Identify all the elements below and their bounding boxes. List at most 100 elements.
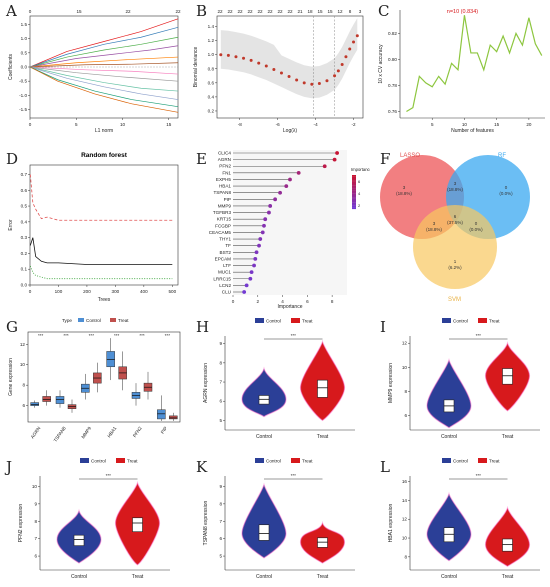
- x-tick-label: 0: [29, 122, 32, 127]
- deviance-point: [348, 47, 352, 51]
- significance-label: ***: [139, 333, 145, 338]
- y-tick-label: 9: [219, 484, 222, 489]
- gene-label: TGFBR3: [213, 210, 232, 215]
- box-body: [169, 415, 178, 420]
- legend-swatch-control: [442, 458, 451, 463]
- category-label: Treat: [132, 574, 144, 580]
- legend-title: Type: [62, 318, 72, 323]
- importance-point: [268, 204, 273, 208]
- legend-gradient: [352, 195, 356, 198]
- y-tick-label: 0.6: [21, 188, 28, 193]
- coef-path-line: [29, 66, 179, 75]
- importance-point: [244, 283, 249, 288]
- legend-gradient: [352, 178, 356, 181]
- legend-swatch-treat: [478, 458, 487, 463]
- x-tick-label: 100: [55, 289, 63, 294]
- x-tick-label: 10: [120, 122, 126, 127]
- top-tick-label: 0: [29, 9, 32, 14]
- y-tick-label: 0.5: [21, 204, 28, 209]
- y-tick-label: 8: [34, 519, 37, 524]
- y-tick-label: 16: [402, 479, 408, 484]
- y-tick-label: -1.5: [19, 107, 27, 112]
- deviance-point: [272, 67, 276, 71]
- y-tick-label: 0.4: [208, 94, 215, 99]
- y-tick-label: 10: [402, 365, 408, 370]
- panel-h-chart: Control Treat Control Treat *** 5 6 7 8 9 AGRN exp…: [203, 318, 355, 440]
- top-tick-label: 22: [257, 9, 263, 14]
- legend-gradient: [352, 176, 356, 179]
- category-label: AGRN: [30, 426, 42, 440]
- category-label: MMP9: [80, 425, 92, 439]
- importance-point: [258, 237, 263, 241]
- y-tick-label: 12: [402, 517, 408, 522]
- set-label-lasso: LASSO: [400, 153, 420, 159]
- category-label: Control: [256, 434, 272, 440]
- top-tick-label: 22: [237, 9, 243, 14]
- venn-count: 1: [454, 259, 457, 264]
- importance-point: [296, 170, 301, 175]
- deviance-point: [352, 40, 356, 44]
- panel-letter-b: B: [196, 2, 208, 20]
- x-tick-label: 400: [140, 289, 148, 294]
- panel-letter-i: I: [380, 318, 386, 336]
- gene-label: KRT15: [217, 217, 232, 222]
- category-label: Treat: [317, 434, 329, 440]
- y-tick-label: 0.2: [21, 251, 28, 256]
- deviance-point: [355, 34, 359, 38]
- y-tick-label: 1.2: [208, 38, 215, 43]
- importance-point: [288, 177, 292, 182]
- box-body: [55, 396, 65, 404]
- coef-path-line: [29, 45, 179, 68]
- importance-point: [332, 157, 337, 162]
- legend-swatch-treat: [116, 458, 125, 463]
- category-label: PFN2: [132, 425, 143, 438]
- box-body: [30, 402, 39, 406]
- panel-letter-c: C: [378, 2, 390, 20]
- deviance-point: [336, 69, 340, 73]
- x-tick-label: 5: [75, 122, 78, 127]
- y-tick-label: -1.0: [19, 93, 27, 98]
- panel-g-chart: Type Control Treat *** AGRN *** TSPAN8 *** MMP9 *…: [8, 318, 181, 443]
- y-tick-label: 7: [219, 380, 222, 385]
- y-tick-label: 8: [219, 501, 222, 506]
- legend-swatch-control: [255, 458, 264, 463]
- y-tick-label: 0.80: [388, 57, 397, 62]
- gene-label: TSPAN8: [213, 190, 231, 195]
- set-label-svm: SVM: [448, 297, 461, 303]
- deviance-point: [249, 58, 253, 62]
- y-tick-label: 0.0: [21, 65, 28, 70]
- panel-letter-f: F: [380, 150, 391, 168]
- legend-swatch-treat: [291, 318, 300, 323]
- chart-title: Random forest: [81, 152, 128, 159]
- y-axis-label: Coefficients: [8, 53, 14, 80]
- y-axis-label: Error: [8, 219, 14, 230]
- coef-path-line: [29, 26, 179, 68]
- x-tick-label: 6: [306, 299, 309, 304]
- category-label: Treat: [502, 434, 514, 440]
- y-tick-label: 1.0: [21, 36, 28, 41]
- coef-path-line: [29, 66, 179, 108]
- legend-gradient: [352, 183, 356, 186]
- y-tick-label: 12: [20, 342, 26, 347]
- top-tick-label: 18: [307, 9, 313, 14]
- legend-label: Control: [86, 318, 101, 323]
- venn-count: 6: [454, 214, 457, 219]
- x-tick-label: 500: [168, 289, 176, 294]
- y-tick-label: 6: [219, 536, 222, 541]
- accuracy-line: [406, 15, 543, 113]
- y-tick-label: 8: [219, 360, 222, 365]
- y-tick-label: 0.76: [388, 109, 397, 114]
- x-tick-label: 15: [166, 122, 172, 127]
- panel-a-chart: -1.5 -1.0 -0.5 0.0 0.5 1.0 1.5 0 5 10 15 0 15 22 22 Coe…: [8, 9, 181, 134]
- legend-label: Treat: [127, 459, 138, 464]
- category-label: TSPAN8: [53, 425, 67, 443]
- importance-point: [284, 184, 289, 188]
- y-tick-label: 0.5: [21, 50, 28, 55]
- venn-circle-svm: [413, 205, 497, 289]
- error-line: [29, 265, 173, 280]
- top-tick-label: 15: [327, 9, 333, 14]
- y-tick-label: 0.6: [208, 80, 215, 85]
- y-tick-label: 9: [219, 341, 222, 346]
- deviance-point: [234, 55, 238, 59]
- significance-label: ***: [63, 333, 69, 338]
